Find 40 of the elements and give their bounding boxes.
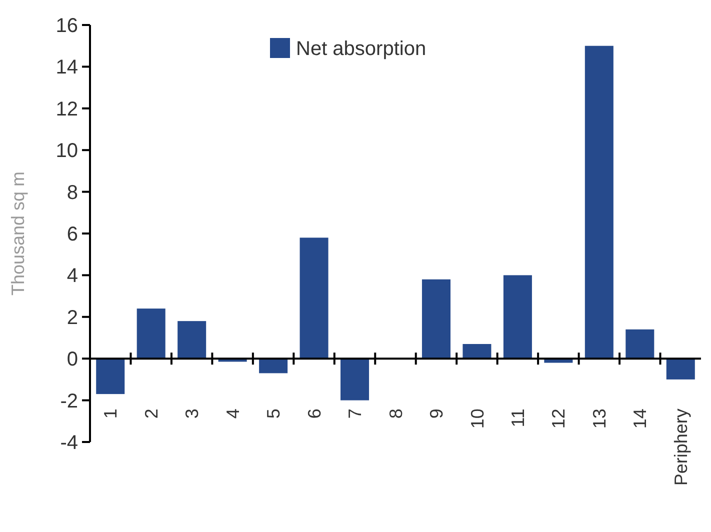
x-tick-label: 14 — [630, 408, 650, 429]
y-tick-label: 6 — [66, 224, 78, 246]
bar — [340, 358, 370, 400]
x-tick-label: 13 — [589, 408, 610, 429]
x-tick-label: 10 — [467, 408, 488, 429]
x-tick-label: 2 — [141, 408, 162, 419]
legend-label: Net absorption — [296, 38, 426, 60]
y-tick-label: 2 — [66, 306, 78, 329]
y-tick-label: 12 — [56, 98, 78, 120]
x-tick-label: 12 — [548, 408, 569, 429]
bar — [259, 358, 288, 374]
x-tick-label: 4 — [222, 408, 243, 419]
y-tick-label: -4 — [60, 432, 78, 454]
x-tick-label: Periphery — [670, 408, 691, 486]
bar — [178, 321, 206, 359]
x-tick-label: 6 — [304, 408, 324, 419]
x-tick-label: 5 — [264, 408, 284, 419]
bar — [666, 358, 695, 380]
bar — [300, 238, 328, 359]
bar — [96, 358, 125, 394]
y-axis-title: Thousand sq m — [8, 171, 28, 296]
bar — [422, 279, 450, 359]
bar — [136, 308, 166, 359]
y-tick-label: 4 — [66, 265, 78, 288]
y-tick-label: 14 — [56, 56, 78, 79]
bar — [584, 46, 614, 359]
x-tick-label: 11 — [508, 408, 528, 428]
x-tick-label: 8 — [386, 408, 406, 419]
bar — [626, 329, 654, 359]
x-tick-label: 3 — [182, 408, 202, 419]
bar — [503, 275, 532, 359]
x-tick-label: 1 — [100, 408, 121, 419]
y-tick-label: 10 — [56, 140, 78, 162]
y-tick-label: 16 — [56, 15, 78, 37]
y-tick-label: 0 — [66, 348, 78, 371]
bar — [462, 344, 492, 359]
x-tick-label: 9 — [426, 408, 447, 419]
y-tick-label: 8 — [66, 182, 78, 204]
x-tick-label: 7 — [345, 408, 366, 419]
y-tick-label: -2 — [60, 390, 78, 412]
